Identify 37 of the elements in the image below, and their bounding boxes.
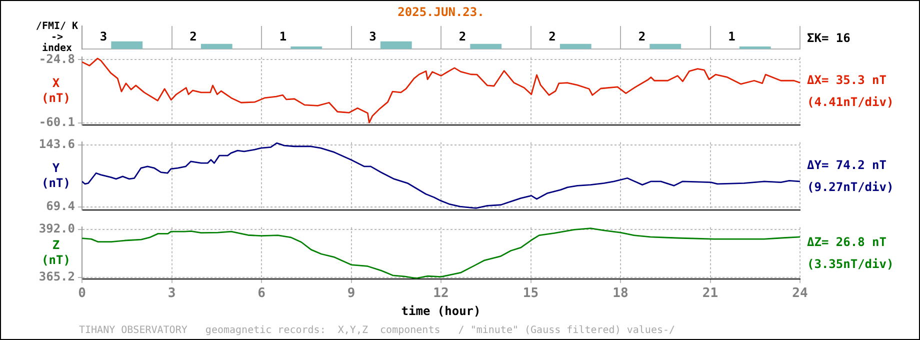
x-tick-label: 24 [792, 286, 808, 302]
y-axis-title: /FMI/ K -> index [35, 21, 79, 54]
x-tick-label: 21 [702, 286, 718, 302]
data-label: 1 [279, 30, 287, 44]
data-label: 2 [548, 30, 556, 44]
y-axis-title: X (nT) [41, 76, 71, 106]
x-tick-label: 6 [258, 286, 266, 302]
data-label: 1 [728, 30, 736, 44]
x-tick-label: 9 [347, 286, 356, 302]
y-tick-label: -24.8 [38, 52, 75, 66]
data-label: 3 [369, 30, 376, 44]
text: (4.41nT/div) [807, 95, 894, 109]
x-tick-label: 15 [522, 286, 539, 302]
data-label: 2 [190, 30, 197, 44]
x-axis-title: time (hour) [401, 304, 481, 318]
text: (9.27nT/div) [807, 180, 894, 194]
text: ΔZ= 26.8 nT [807, 235, 886, 250]
x-tick-label: 0 [78, 286, 86, 302]
chart-title: 2025.JUN.23. [396, 5, 486, 19]
y-tick-label: 143.6 [38, 137, 75, 152]
text: (3.35nT/div) [807, 257, 894, 272]
text: ΔX= 35.3 nT [807, 73, 886, 87]
x-tick-label: 3 [168, 286, 176, 302]
data-label: 2 [458, 30, 466, 44]
text: TIHANY OBSERVATORY geomagnetic records: X,Y,Z components / "minute" (Gauss filtered) values-/ [79, 325, 676, 337]
y-tick-label: 392.0 [38, 221, 75, 236]
y-tick-label: 69.4 [46, 199, 75, 214]
y-axis-title: Z (nT) [41, 238, 71, 268]
x-tick-label: 18 [612, 286, 628, 302]
y-axis-title: Y (nT) [41, 161, 71, 191]
data-label: 2 [638, 30, 646, 44]
y-tick-label: -60.1 [38, 114, 75, 129]
text: ΔY= 74.2 nT [807, 158, 886, 172]
data-label: 3 [100, 30, 108, 44]
x-tick-label: 12 [433, 286, 449, 302]
text: ΣK= 16 [807, 30, 852, 46]
y-tick-label: 365.2 [38, 270, 75, 284]
